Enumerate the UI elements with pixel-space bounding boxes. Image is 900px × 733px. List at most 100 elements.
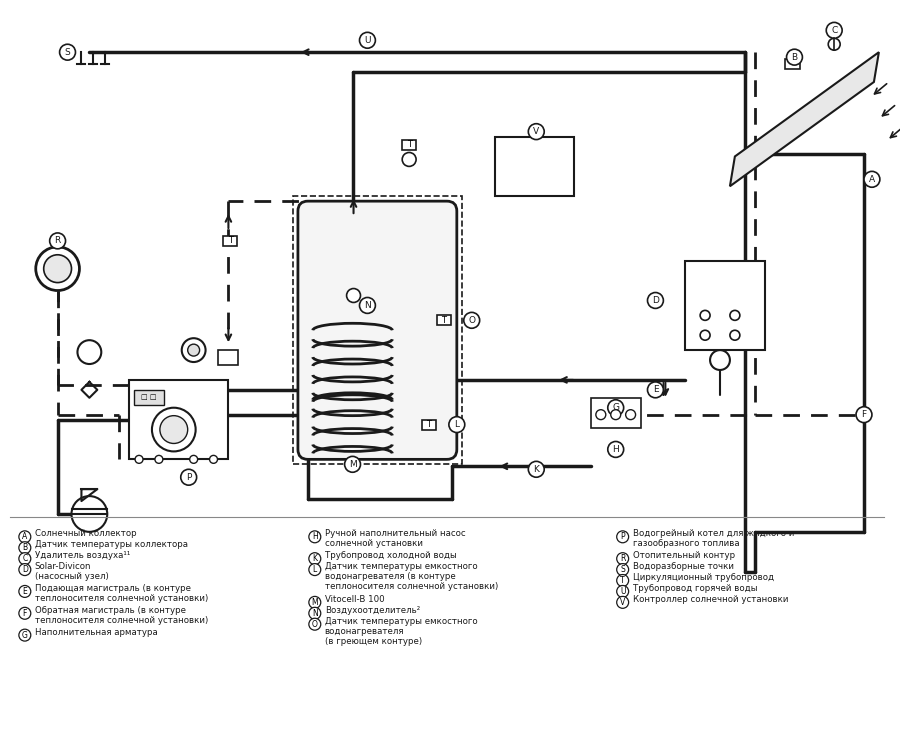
- Circle shape: [19, 608, 31, 619]
- Bar: [437, 315, 451, 325]
- Text: Воздухоотделитель²: Воздухоотделитель²: [325, 605, 420, 615]
- Text: D: D: [22, 565, 28, 574]
- Circle shape: [19, 553, 31, 564]
- Text: T: T: [427, 420, 431, 429]
- Bar: [685, 261, 765, 350]
- Text: N: N: [312, 609, 318, 618]
- Text: U: U: [364, 36, 371, 45]
- Bar: [223, 236, 238, 246]
- Circle shape: [190, 455, 198, 463]
- Circle shape: [71, 496, 107, 532]
- Text: O: O: [312, 619, 318, 629]
- Circle shape: [864, 172, 880, 187]
- Text: солнечной установки: солнечной установки: [325, 539, 423, 548]
- Text: T: T: [441, 316, 446, 325]
- Text: K: K: [312, 554, 318, 563]
- Circle shape: [182, 338, 205, 362]
- Circle shape: [309, 553, 320, 564]
- Bar: [219, 350, 238, 365]
- Text: водонагревателя (в контуре: водонагревателя (в контуре: [325, 572, 455, 581]
- Circle shape: [647, 292, 663, 309]
- Text: Датчик температуры емкостного: Датчик температуры емкостного: [325, 562, 477, 571]
- Circle shape: [59, 44, 76, 60]
- Text: Трубопровод холодной воды: Трубопровод холодной воды: [325, 551, 456, 560]
- Circle shape: [528, 124, 544, 139]
- Text: (насосный узел): (насосный узел): [35, 572, 109, 581]
- Text: Датчик температуры коллектора: Датчик температуры коллектора: [35, 540, 188, 549]
- Text: теплоносителя солнечной установки): теплоносителя солнечной установки): [35, 616, 208, 625]
- Text: O: O: [468, 316, 475, 325]
- Text: C: C: [831, 26, 837, 35]
- Circle shape: [528, 461, 544, 477]
- Text: P: P: [186, 473, 192, 482]
- Text: Отопительный контур: Отопительный контур: [633, 551, 734, 560]
- Text: □ □: □ □: [141, 394, 157, 399]
- Circle shape: [730, 310, 740, 320]
- Circle shape: [787, 49, 803, 65]
- Text: E: E: [652, 386, 658, 394]
- Circle shape: [210, 455, 218, 463]
- Text: F: F: [861, 410, 867, 419]
- Circle shape: [309, 608, 320, 619]
- Text: теплоносителя солнечной установки): теплоносителя солнечной установки): [325, 582, 498, 591]
- Text: газообразного топлива: газообразного топлива: [633, 539, 739, 548]
- Circle shape: [626, 410, 635, 419]
- FancyBboxPatch shape: [298, 201, 457, 460]
- Text: G: G: [612, 403, 619, 412]
- Circle shape: [309, 597, 320, 608]
- Text: U: U: [620, 587, 625, 596]
- Text: L: L: [454, 420, 459, 429]
- Text: T: T: [407, 140, 411, 149]
- Text: T: T: [620, 576, 625, 585]
- Circle shape: [616, 564, 628, 575]
- Circle shape: [608, 441, 624, 457]
- Circle shape: [160, 416, 188, 443]
- Circle shape: [647, 382, 663, 398]
- Text: G: G: [22, 630, 28, 640]
- Circle shape: [188, 345, 200, 356]
- Polygon shape: [730, 52, 879, 186]
- Text: F: F: [22, 609, 27, 618]
- Circle shape: [77, 340, 102, 364]
- Text: Подающая магистраль (в контуре: Подающая магистраль (в контуре: [35, 584, 191, 593]
- Circle shape: [44, 255, 71, 283]
- Circle shape: [135, 455, 143, 463]
- Text: H: H: [612, 445, 619, 454]
- Text: (в греющем контуре): (в греющем контуре): [325, 636, 422, 646]
- Circle shape: [50, 233, 66, 248]
- Bar: [402, 139, 416, 150]
- Text: Solar-Divicon: Solar-Divicon: [35, 562, 91, 571]
- Circle shape: [19, 542, 31, 553]
- Circle shape: [856, 407, 872, 423]
- Text: V: V: [620, 598, 625, 607]
- Text: N: N: [364, 301, 371, 310]
- Bar: [591, 398, 641, 427]
- Circle shape: [730, 331, 740, 340]
- Circle shape: [611, 410, 621, 419]
- Circle shape: [700, 310, 710, 320]
- Text: R: R: [620, 554, 625, 563]
- Circle shape: [345, 457, 361, 472]
- Text: Ручной наполнительный насос: Ручной наполнительный насос: [325, 529, 465, 538]
- Circle shape: [152, 408, 195, 452]
- Text: Циркуляционный трубопровод: Циркуляционный трубопровод: [633, 573, 774, 582]
- Circle shape: [710, 350, 730, 370]
- Circle shape: [449, 416, 464, 432]
- Text: H: H: [312, 532, 318, 541]
- Circle shape: [36, 247, 79, 290]
- Bar: [495, 136, 574, 196]
- Circle shape: [608, 399, 624, 416]
- Text: D: D: [652, 296, 659, 305]
- Bar: [129, 380, 229, 460]
- Text: T: T: [228, 236, 233, 246]
- Circle shape: [359, 32, 375, 48]
- Circle shape: [616, 597, 628, 608]
- Text: Водоразборные точки: Водоразборные точки: [633, 562, 733, 571]
- Text: Обратная магистраль (в контуре: Обратная магистраль (в контуре: [35, 605, 185, 615]
- Text: теплоносителя солнечной установки): теплоносителя солнечной установки): [35, 594, 208, 603]
- Text: A: A: [868, 174, 875, 184]
- Circle shape: [155, 455, 163, 463]
- Circle shape: [700, 331, 710, 340]
- Text: Трубопровод горячей воды: Трубопровод горячей воды: [633, 584, 757, 593]
- Circle shape: [309, 531, 320, 542]
